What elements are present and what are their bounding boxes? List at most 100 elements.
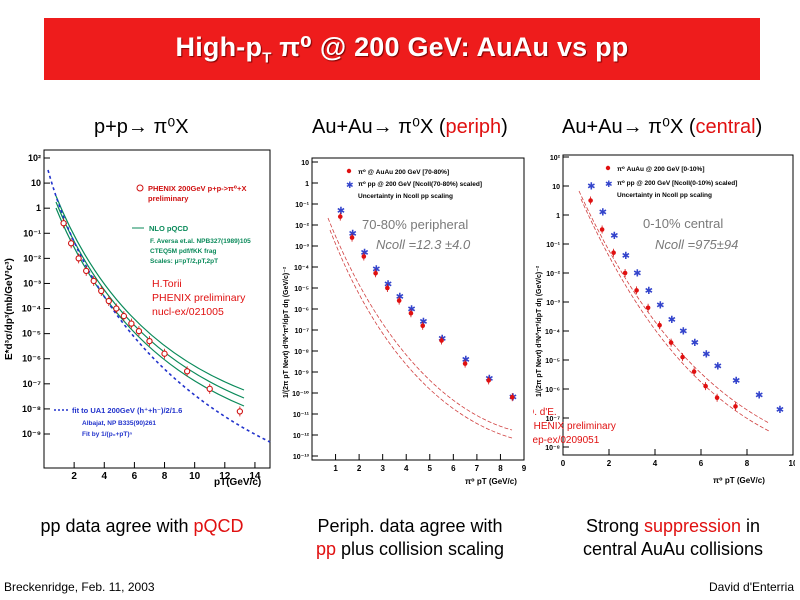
plot3-ytick-label: 10⁻² bbox=[546, 271, 560, 278]
plot1-ytick-label: 10⁻⁷ bbox=[23, 379, 42, 389]
caption-1-red: pQCD bbox=[193, 516, 244, 536]
plot2-ytick-label: 10⁻¹⁰ bbox=[292, 390, 309, 398]
plot1-xtick-label: 12 bbox=[219, 471, 231, 482]
plot2-xtick-label: 2 bbox=[357, 464, 362, 473]
plot1-ytick-label: 10⁻⁴ bbox=[22, 304, 41, 314]
caption-1-text: pp data agree with bbox=[40, 516, 194, 536]
title-bar: High-pT π⁰ @ 200 GeV: AuAu vs pp bbox=[44, 18, 760, 80]
plot3-frame: 10² 10 1 10⁻¹ 10⁻² 10⁻³ 10⁻⁴ 10⁻⁵ 10⁻⁶ 10⁻⁷ 10⁻⁸ 0… bbox=[527, 147, 798, 495]
plot1-pp-point bbox=[90, 277, 97, 285]
plot3-pp-point: ✱ bbox=[732, 376, 740, 387]
plot3-header-red: central bbox=[695, 116, 756, 138]
plot3-auau-point bbox=[733, 404, 738, 409]
plot1-ytick-label: 1 bbox=[36, 203, 41, 213]
plot2-legend1: π⁰ @ AuAu 200 GeV [70-80%] bbox=[358, 169, 449, 176]
plot2-auau-point bbox=[373, 271, 378, 276]
plot2-pp-point: ✱ bbox=[407, 305, 415, 316]
plot1-fit1: fit to UA1 200GeV (h⁺+h⁻)/2/1.6 bbox=[72, 406, 182, 415]
plot2-pp-point: ✱ bbox=[384, 279, 392, 290]
plot2-xtick-label: 4 bbox=[404, 464, 409, 473]
plot1-xtick-label: 10 bbox=[189, 471, 201, 482]
plot1-header: p+p→ π⁰X bbox=[94, 114, 189, 139]
plot3-ytick-label: 10² bbox=[550, 155, 561, 162]
plot3-xtick-label: 6 bbox=[699, 459, 704, 468]
plot3-legend-marker-auau bbox=[605, 165, 611, 171]
plot1-pp-point bbox=[128, 320, 135, 327]
plot2-xlabel: π⁰ pT (GeV/c) bbox=[465, 477, 517, 486]
plot3-ytick-label: 10⁻⁴ bbox=[545, 329, 560, 336]
plot2-legend-marker-pp: ✱ bbox=[346, 180, 354, 190]
plot2-xtick-label: 1 bbox=[333, 464, 338, 473]
plot3-auau-point bbox=[668, 340, 674, 345]
plot3-header-end: ) bbox=[755, 116, 763, 138]
plot3-xtick-label: 4 bbox=[653, 459, 658, 468]
plot1-ytick-label: 10 bbox=[31, 178, 41, 188]
caption-3-red: suppression bbox=[643, 516, 742, 536]
plot3-xlabel: π⁰ pT (GeV/c) bbox=[713, 476, 765, 485]
plot3-auau-point bbox=[703, 383, 708, 389]
plot3-author3: hep-ex/0209051 bbox=[533, 435, 600, 446]
plot3-xtick-label: 0 bbox=[561, 459, 566, 468]
plot2-auau-point bbox=[509, 394, 515, 400]
plot2-ytick-label: 10⁻¹ bbox=[295, 202, 309, 209]
footer-right: David d'Enterria bbox=[709, 580, 794, 594]
plot2-ylabel: 1/(2π pT Nevt) d²N^π⁰/dpT dη (GeV/c)⁻² bbox=[282, 266, 290, 398]
plot1-ytick-label: 10⁻³ bbox=[23, 278, 41, 288]
plot2-pp-point: ✱ bbox=[360, 248, 368, 259]
plot3-pp-point: ✱ bbox=[679, 327, 687, 338]
plot2-ytick-label: 10⁻¹¹ bbox=[293, 412, 310, 419]
plot1-ytick-label: 10² bbox=[28, 153, 41, 163]
caption-2-red: pp bbox=[315, 539, 336, 559]
plot3-band-lower bbox=[580, 198, 770, 432]
plot1-svg: 10² 10 1 10⁻¹ 10⁻² 10⁻³ 10⁻⁴ 10⁻⁵ 10⁻⁶ 10⁻⁷ 10⁻⁸ 10… bbox=[4, 149, 271, 488]
plot2-pp-point: ✱ bbox=[337, 206, 345, 217]
plot3-pp-point: ✱ bbox=[656, 300, 664, 311]
plot2-header-end: ) bbox=[501, 116, 508, 138]
plot1-pp-point bbox=[67, 240, 75, 247]
plot3-ytick-label: 10⁻¹ bbox=[546, 242, 560, 249]
plot1-ytick-label: 10⁻¹ bbox=[23, 228, 41, 238]
plot3-ytick-label: 10⁻⁷ bbox=[546, 416, 560, 423]
plot3-svg: 10² 10 1 10⁻¹ 10⁻² 10⁻³ 10⁻⁴ 10⁻⁵ 10⁻⁶ 10⁻⁷ 10⁻⁸ 0… bbox=[527, 154, 798, 485]
plot1-xlabel: pT(GeV/c) bbox=[214, 477, 261, 488]
plot3-pp-point: ✱ bbox=[633, 269, 641, 280]
plot2-header-text: Au+Au→ π⁰X ( bbox=[312, 116, 446, 138]
plot1-ytick-label: 10⁻⁵ bbox=[22, 329, 41, 339]
plot3-auau-point bbox=[599, 227, 605, 232]
plot3-ytick-label: 10⁻⁶ bbox=[545, 387, 560, 394]
plot1-legend-marker bbox=[136, 184, 144, 192]
plot3-auau-point bbox=[657, 322, 662, 328]
plot1-pp-point bbox=[161, 350, 168, 357]
plot1-pp-point bbox=[75, 255, 82, 262]
plot2-xtick-label: 7 bbox=[475, 464, 480, 473]
plot2-ytick-label: 10⁻³ bbox=[295, 244, 309, 251]
plot2-legend2: π⁰ pp @ 200 GeV [Ncoll(70-80%) scaled] bbox=[358, 181, 482, 188]
plot2-auau-point bbox=[420, 323, 426, 329]
plot1-ua1-fit bbox=[47, 169, 271, 443]
plot2-xtick-label: 9 bbox=[522, 464, 526, 473]
plot1-ylabel: E*d³σ/dp³(mb/GeV³c³) bbox=[4, 258, 15, 360]
plot2-legend3: Uncertainty in Ncoll pp scaling bbox=[358, 193, 453, 200]
plot1-xtick-label: 8 bbox=[162, 471, 168, 482]
plot1-header-text: p+p→ π⁰X bbox=[94, 116, 189, 138]
title-main: High-p bbox=[175, 31, 263, 62]
plot3-pp-point: ✱ bbox=[587, 182, 595, 193]
plot2-svg: 10 1 10⁻¹ 10⁻² 10⁻³ 10⁻⁴ 10⁻⁵ 10⁻⁶ 10⁻⁷ 10⁻⁸ 10⁻⁹ 1… bbox=[282, 157, 527, 486]
plot2-band-lower bbox=[329, 229, 513, 439]
title-sub: T bbox=[262, 49, 272, 67]
plot2-pp-point: ✱ bbox=[372, 265, 380, 276]
plot3-auau-point bbox=[680, 354, 685, 360]
plot2-auau-point bbox=[349, 235, 355, 240]
plot2-header-red: periph bbox=[445, 116, 502, 138]
plot3-axes bbox=[562, 154, 794, 456]
plot3-ylabel: 1/(2π pT Nevt) d²N^π⁰/dpT dη (GeV/c)⁻² bbox=[535, 265, 543, 397]
caption-1: pp data agree with pQCD bbox=[12, 515, 272, 538]
plot2-xtick-label: 5 bbox=[428, 464, 433, 473]
plot2-ytick-label: 10⁻⁸ bbox=[294, 349, 309, 356]
plot3-ytick-label: 10 bbox=[552, 184, 560, 191]
plot3-auau-point bbox=[714, 395, 720, 400]
plot3-pp-point: ✱ bbox=[776, 405, 784, 416]
plot1-author3: nucl-ex/021005 bbox=[152, 306, 224, 318]
plot2-ytick-label: 10⁻⁵ bbox=[294, 286, 309, 293]
plot1-ytick-label: 10⁻⁹ bbox=[22, 429, 41, 439]
